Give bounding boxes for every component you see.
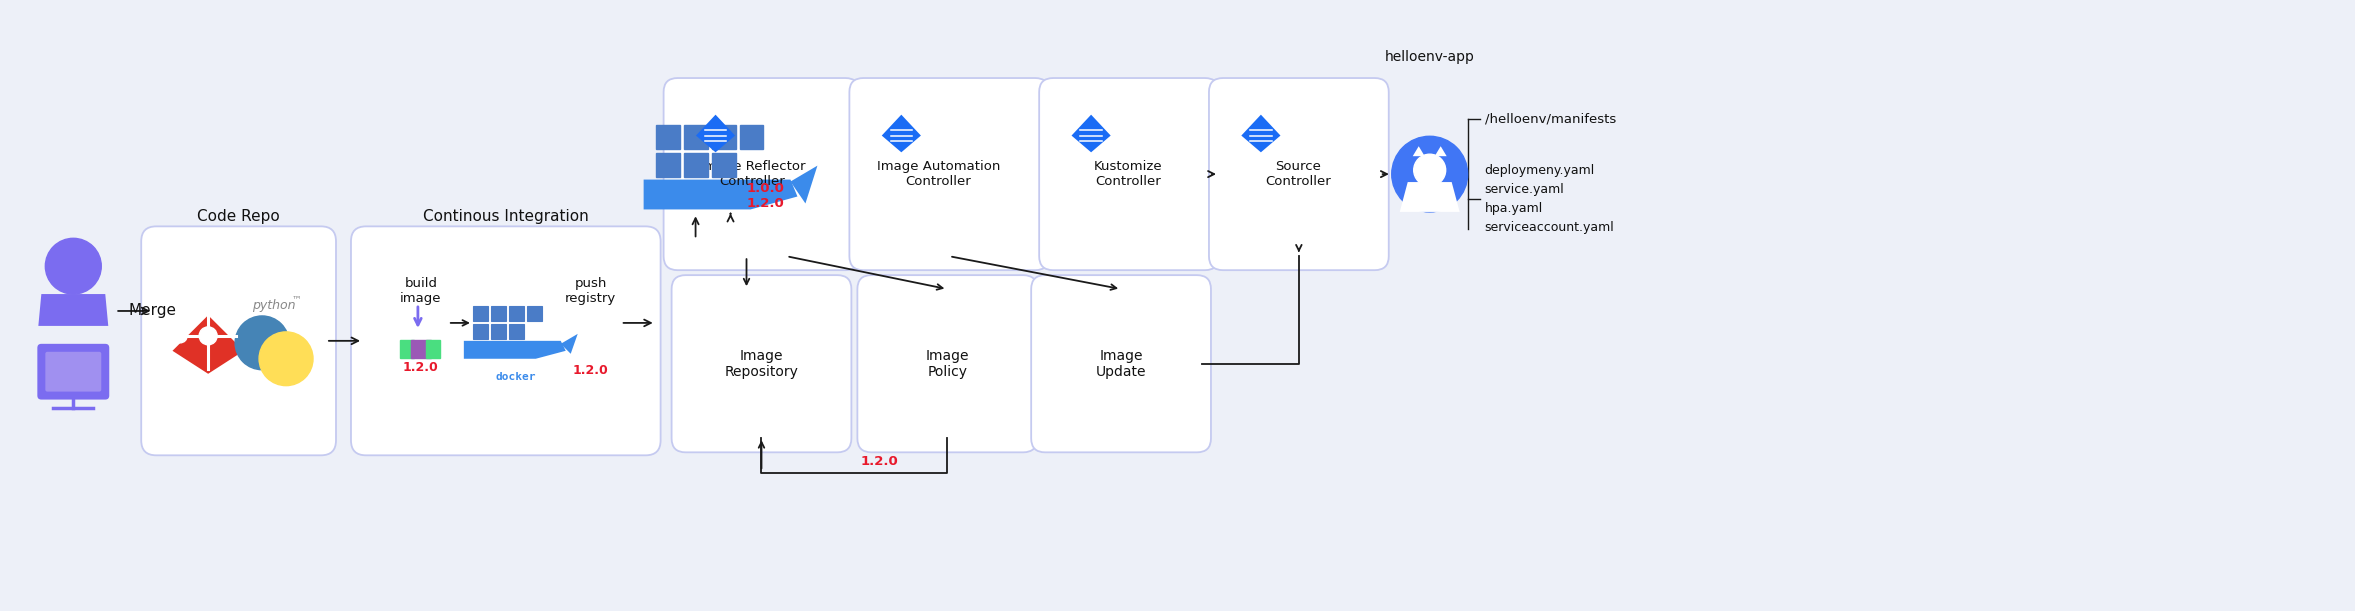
Circle shape [1413, 154, 1446, 186]
Polygon shape [172, 315, 245, 374]
Text: Image
Update: Image Update [1095, 349, 1147, 379]
Text: ™: ™ [292, 294, 301, 304]
Text: Source
Controller: Source Controller [1265, 160, 1331, 188]
FancyBboxPatch shape [671, 275, 853, 452]
Circle shape [1392, 136, 1467, 212]
Bar [490, 306, 506, 321]
Circle shape [236, 316, 290, 370]
Bar [528, 306, 542, 321]
Polygon shape [464, 341, 565, 359]
Text: helloenv-app: helloenv-app [1385, 50, 1474, 64]
Circle shape [200, 292, 217, 310]
FancyBboxPatch shape [1208, 78, 1389, 270]
FancyBboxPatch shape [45, 352, 101, 392]
Polygon shape [643, 180, 798, 210]
Bar [655, 125, 681, 148]
Polygon shape [881, 115, 921, 152]
Bar [683, 125, 706, 148]
Polygon shape [1241, 115, 1281, 152]
Bar [426, 340, 440, 358]
Bar [473, 324, 487, 339]
Bar [739, 125, 763, 148]
FancyBboxPatch shape [664, 78, 860, 270]
Text: Image
Repository: Image Repository [725, 349, 798, 379]
Circle shape [259, 332, 313, 386]
Text: Merge: Merge [127, 304, 177, 318]
FancyBboxPatch shape [850, 78, 1048, 270]
Bar [683, 153, 706, 177]
Text: deploymeny.yaml
service.yaml
hpa.yaml
serviceaccount.yaml: deploymeny.yaml service.yaml hpa.yaml se… [1484, 164, 1616, 234]
Bar [711, 153, 735, 177]
FancyBboxPatch shape [351, 226, 662, 455]
FancyBboxPatch shape [38, 344, 108, 400]
Circle shape [45, 238, 101, 294]
Bar [490, 324, 506, 339]
Bar [509, 306, 523, 321]
FancyBboxPatch shape [1039, 78, 1220, 270]
Text: 1.2.0: 1.2.0 [860, 455, 897, 468]
FancyBboxPatch shape [1031, 275, 1210, 452]
Bar [711, 125, 735, 148]
Bar [400, 340, 414, 358]
Bar [509, 324, 523, 339]
Text: Continous Integration: Continous Integration [424, 209, 589, 224]
Text: Image
Policy: Image Policy [926, 349, 968, 379]
Circle shape [200, 327, 217, 345]
Bar [410, 340, 431, 358]
Polygon shape [1399, 182, 1460, 212]
Text: Image Automation
Controller: Image Automation Controller [876, 160, 1001, 188]
Text: docker: docker [495, 371, 537, 382]
Polygon shape [1413, 146, 1425, 156]
Polygon shape [1072, 115, 1112, 152]
FancyBboxPatch shape [141, 226, 337, 455]
Text: 1.0.0
1.2.0: 1.0.0 1.2.0 [747, 183, 784, 211]
Bar [473, 306, 487, 321]
Bar [655, 153, 681, 177]
Text: Image Reflector
Controller: Image Reflector Controller [699, 160, 805, 188]
Polygon shape [697, 115, 735, 152]
FancyBboxPatch shape [857, 275, 1036, 452]
Text: python: python [252, 299, 297, 312]
Text: push
registry: push registry [565, 277, 617, 305]
Text: 1.2.0: 1.2.0 [572, 364, 608, 377]
Polygon shape [560, 334, 577, 354]
Polygon shape [791, 166, 817, 203]
Circle shape [174, 329, 186, 343]
Polygon shape [1434, 146, 1446, 156]
Text: /helloenv/manifests: /helloenv/manifests [1484, 113, 1616, 126]
Text: Kustomize
Controller: Kustomize Controller [1093, 160, 1163, 188]
Text: Code Repo: Code Repo [198, 209, 280, 224]
Text: 1.2.0: 1.2.0 [403, 361, 438, 374]
Text: build
image: build image [400, 277, 443, 305]
Polygon shape [38, 294, 108, 326]
